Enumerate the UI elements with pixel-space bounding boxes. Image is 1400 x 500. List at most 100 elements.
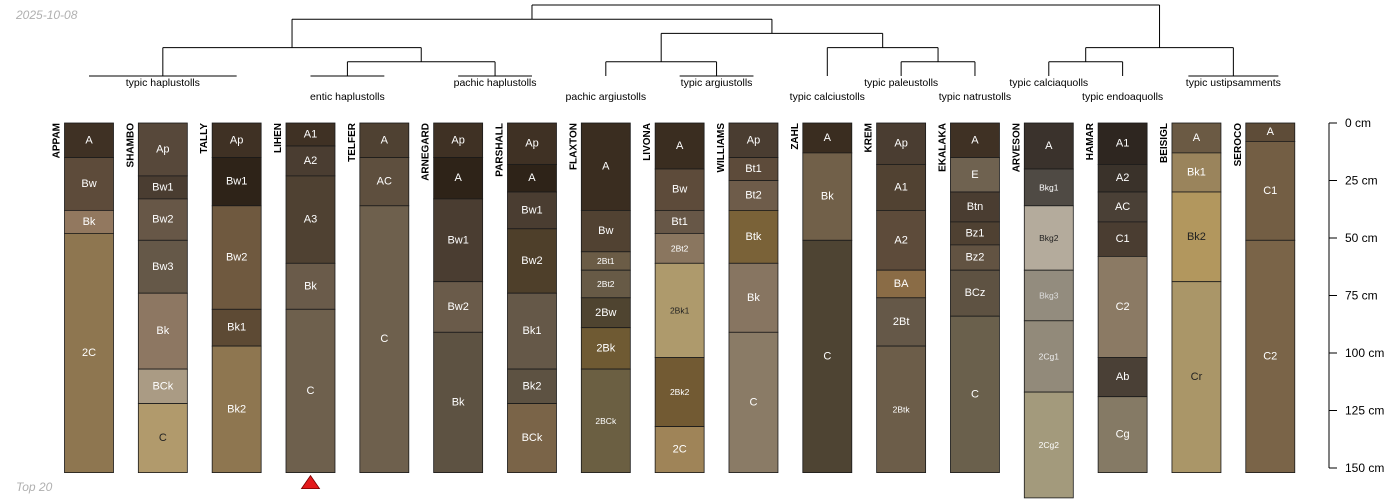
horizon-zahl-bk bbox=[802, 152, 853, 241]
horizon-label: BCk bbox=[152, 380, 173, 392]
profile-williams: Ap Bt1 Bt2 Btk Bk C WILLIAMS bbox=[716, 122, 779, 473]
horizon-label: A bbox=[1193, 132, 1201, 144]
horizon-label: 2C bbox=[82, 347, 96, 359]
horizon-label: C bbox=[380, 333, 388, 345]
axis-tick-label: 125 cm bbox=[1345, 404, 1384, 418]
horizon-label: 2Cg1 bbox=[1039, 351, 1060, 361]
horizon-label: A2 bbox=[1116, 172, 1129, 184]
taxon-label: typic calciustolls bbox=[790, 91, 865, 103]
horizon-arnegard-bw1 bbox=[433, 198, 484, 283]
horizon-label: Ap bbox=[451, 134, 464, 146]
horizon-label: 2Bt2 bbox=[671, 243, 689, 253]
horizon-label: Bw bbox=[81, 178, 96, 190]
horizon-seroco-c1 bbox=[1245, 140, 1296, 241]
horizon-krem-2btk bbox=[876, 345, 927, 474]
horizon-label: BCk bbox=[522, 432, 543, 444]
horizon-arveson-a bbox=[1023, 122, 1074, 170]
horizon-beisigl-cr bbox=[1171, 281, 1222, 474]
horizon-label: Cg bbox=[1116, 429, 1130, 441]
taxa-labels: typic haplustolls entic haplustolls pachic… bbox=[126, 77, 1281, 103]
horizon-hamar-ab bbox=[1097, 357, 1148, 398]
horizon-label: Bw1 bbox=[521, 204, 542, 216]
horizon-arnegard-bw2 bbox=[433, 281, 484, 333]
horizon-lihen-c bbox=[285, 308, 336, 473]
horizon-label: C bbox=[307, 385, 315, 397]
horizon-label: Bt2 bbox=[745, 189, 762, 201]
horizon-livona-2bk2 bbox=[654, 357, 705, 428]
horizon-label: 2Cg2 bbox=[1039, 440, 1060, 450]
axis-tick-label: 50 cm bbox=[1345, 231, 1378, 245]
horizon-parshall-ap bbox=[507, 122, 557, 165]
horizon-label: Bk bbox=[156, 325, 169, 337]
taxon-label: typic ustipsamments bbox=[1186, 77, 1281, 89]
profile-name: PARSHALL bbox=[494, 123, 505, 177]
horizon-label: C bbox=[823, 350, 831, 362]
horizon-label: 2BCk bbox=[595, 416, 617, 426]
horizon-label: 2Bk2 bbox=[670, 387, 690, 397]
horizon-ekalaka-a bbox=[950, 122, 1000, 158]
horizon-krem-ba bbox=[876, 269, 927, 299]
horizon-label: Cr bbox=[1191, 371, 1203, 383]
profile-zahl: A Bk C ZAHL bbox=[790, 122, 853, 474]
horizon-shambo-ap bbox=[137, 122, 188, 177]
profile-name: BEISIGL bbox=[1159, 123, 1170, 163]
horizon-label: A bbox=[454, 172, 462, 184]
horizon-label: Bw2 bbox=[226, 252, 247, 264]
horizon-parshall-bck bbox=[507, 403, 557, 474]
horizon-label: Bw2 bbox=[152, 214, 173, 226]
horizon-label: Bk2 bbox=[227, 403, 246, 415]
axis-tick-label: 75 cm bbox=[1345, 289, 1378, 303]
horizon-flaxton-2bck bbox=[580, 368, 631, 474]
horizon-label: Ap bbox=[156, 143, 169, 155]
taxon-label: typic haplustolls bbox=[126, 77, 200, 89]
horizon-ekalaka-e bbox=[950, 157, 1000, 193]
horizon-label: Bkg1 bbox=[1039, 182, 1059, 192]
horizon-label: 2Bk1 bbox=[670, 305, 690, 315]
horizon-label: Bw1 bbox=[152, 181, 173, 193]
profile-name: SEROCO bbox=[1233, 123, 1244, 167]
profile-name: SHAMBO bbox=[125, 123, 136, 168]
horizon-label: A bbox=[1267, 126, 1275, 138]
horizon-label: C1 bbox=[1116, 233, 1130, 245]
profile-krem: Ap A1 A2 BA 2Bt 2Btk KREM bbox=[864, 122, 927, 474]
profile-shambo: Ap Bw1 Bw2 Bw3 Bk BCk C SHAMBO bbox=[125, 122, 188, 474]
horizon-parshall-bk1 bbox=[507, 292, 557, 370]
horizon-williams-btk bbox=[728, 209, 779, 264]
horizon-lihen-a2 bbox=[285, 145, 336, 177]
horizon-label: BA bbox=[894, 278, 909, 290]
horizon-label: Bk2 bbox=[522, 380, 541, 392]
horizon-hamar-a1 bbox=[1097, 122, 1148, 165]
marker-triangle bbox=[300, 474, 321, 490]
profile-name: WILLIAMS bbox=[716, 123, 727, 173]
axis-tick-label: 0 cm bbox=[1345, 116, 1371, 130]
horizon-label: A2 bbox=[894, 234, 907, 246]
horizon-seroco-c2 bbox=[1245, 239, 1296, 474]
horizon-tally-bw2 bbox=[211, 205, 262, 310]
horizon-label: A bbox=[676, 140, 684, 152]
horizon-ekalaka-bcz bbox=[950, 269, 1000, 317]
horizon-label: Bw2 bbox=[521, 255, 542, 267]
horizon-krem-a2 bbox=[876, 209, 927, 271]
profile-name: LIHEN bbox=[273, 123, 284, 153]
profile-beisigl: A Bk1 Bk2 Cr BEISIGL bbox=[1159, 122, 1222, 474]
horizon-arveson-bkg1 bbox=[1023, 168, 1074, 207]
profile-livona: A Bw Bt1 2Bt2 2Bk1 2Bk2 2C LIVONA bbox=[642, 122, 705, 474]
horizon-zahl-a bbox=[802, 122, 853, 154]
horizon-beisigl-a bbox=[1171, 122, 1222, 154]
horizon-label: Bk1 bbox=[522, 325, 541, 337]
profile-hamar: A1 A2 AC C1 C2 Ab Cg HAMAR bbox=[1085, 122, 1148, 474]
horizon-arveson-bkg2 bbox=[1023, 205, 1074, 271]
horizon-label: A bbox=[381, 134, 389, 146]
horizon-label: A bbox=[824, 132, 832, 144]
profile-name: FLAXTON bbox=[568, 123, 579, 170]
profile-name: TELFER bbox=[347, 122, 358, 162]
horizon-label: Ab bbox=[1116, 371, 1129, 383]
taxon-label: pachic haplustolls bbox=[454, 77, 537, 89]
horizon-label: C bbox=[159, 432, 167, 444]
horizon-label: 2Bt1 bbox=[597, 256, 615, 266]
horizon-label: Bk1 bbox=[227, 322, 246, 334]
horizon-williams-c bbox=[728, 331, 779, 473]
profile-name: ARVESON bbox=[1011, 123, 1022, 172]
horizon-arveson-2cg2 bbox=[1023, 391, 1074, 499]
